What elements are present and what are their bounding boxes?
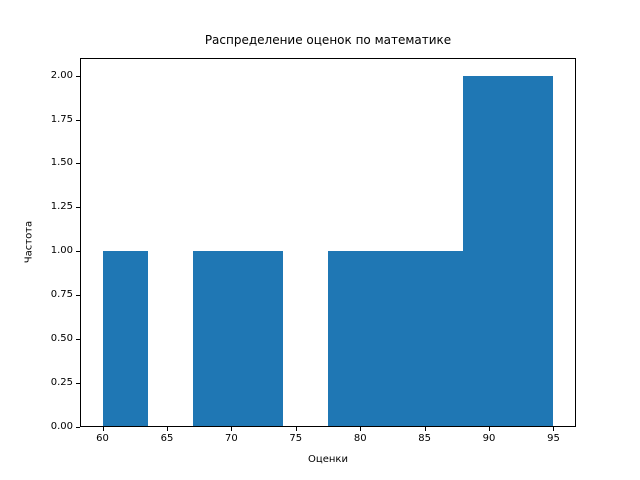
bars-layer [80, 58, 576, 427]
histogram-bar [373, 251, 419, 427]
plot-area [80, 58, 576, 427]
x-axis-label: Оценки [308, 454, 348, 465]
y-tick-mark [76, 427, 80, 428]
histogram-bar [463, 75, 509, 427]
x-tick-mark [231, 427, 233, 431]
x-tick-mark [553, 427, 555, 431]
y-tick-mark [76, 163, 80, 165]
histogram-bar [192, 251, 238, 427]
x-tick-label: 95 [547, 433, 560, 444]
x-tick-mark [295, 427, 297, 431]
histogram-bar [508, 75, 554, 427]
y-tick-label: 1.50 [50, 157, 73, 169]
y-tick-mark [76, 339, 80, 341]
y-tick-label: 1.00 [50, 245, 73, 257]
y-tick-label: 2.00 [50, 69, 73, 81]
y-tick-mark [76, 207, 80, 209]
histogram-bar [328, 251, 374, 427]
histogram-bar [102, 251, 148, 427]
y-tick-mark [76, 75, 80, 77]
x-tick-mark [489, 427, 491, 431]
y-tick-mark [76, 295, 80, 297]
x-tick-label: 85 [418, 433, 431, 444]
axes-spines [80, 58, 576, 427]
y-axis-label: Частота [23, 220, 35, 264]
histogram-bar [237, 251, 283, 427]
histogram-bar [418, 251, 464, 427]
chart-title: Распределение оценок по математике [204, 33, 452, 47]
x-tick-label: 60 [96, 433, 109, 444]
y-tick-mark [76, 119, 80, 121]
y-tick-label: 0.25 [50, 377, 73, 389]
y-tick-mark [76, 383, 80, 385]
x-tick-label: 90 [482, 433, 496, 444]
x-tick-label: 70 [225, 433, 238, 444]
y-tick-label: 1.25 [50, 201, 73, 213]
x-tick-mark [360, 427, 362, 431]
x-tick-mark [102, 427, 104, 431]
x-tick-label: 65 [160, 433, 174, 444]
x-tick-label: 75 [289, 433, 303, 444]
y-tick-label: 1.75 [50, 113, 73, 125]
x-tick-label: 80 [353, 433, 367, 444]
y-tick-label: 0.50 [50, 333, 73, 345]
y-tick-label: 0.00 [50, 421, 73, 432]
x-tick-mark [166, 427, 168, 431]
y-tick-label: 0.75 [50, 289, 73, 301]
y-tick-mark [76, 251, 80, 253]
x-tick-mark [424, 427, 426, 431]
